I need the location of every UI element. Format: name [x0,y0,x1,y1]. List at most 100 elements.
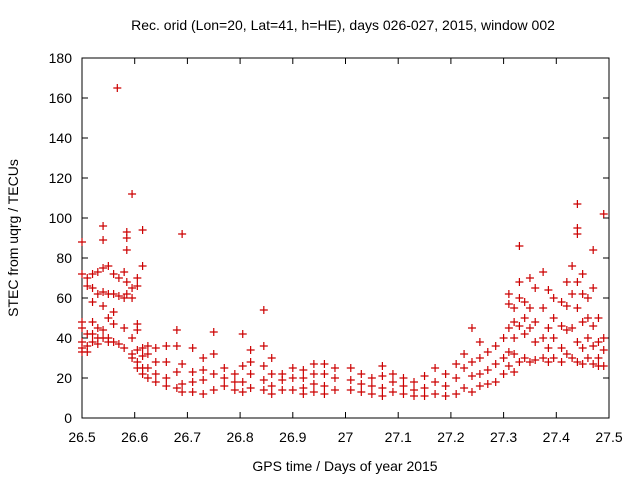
data-point [583,334,592,342]
data-point [452,374,461,382]
data-point [133,274,142,282]
data-point [378,372,387,380]
data-point [568,290,577,298]
data-point [104,314,113,322]
data-point [143,374,152,382]
data-point [525,274,534,282]
data-point [531,284,540,292]
data-point [138,352,147,360]
data-point [589,246,598,254]
data-point [288,374,297,382]
data-point [510,334,519,342]
data-point [467,388,476,396]
data-point [452,390,461,398]
data-point [188,368,197,376]
data-point [515,242,524,250]
data-point [346,376,355,384]
data-point [78,238,86,246]
data-point [320,370,329,378]
data-point [573,200,582,208]
data-point [199,366,208,374]
data-point [78,270,86,278]
data-point [299,390,308,398]
data-point [122,246,131,254]
x-tick-label: 27.4 [543,429,570,445]
data-point [467,372,476,380]
data-point [120,344,129,352]
data-point [238,378,247,386]
data-point [178,388,187,396]
data-point [178,360,187,368]
data-point [259,306,268,314]
data-point [583,314,592,322]
data-point [209,328,218,336]
data-point [320,360,329,368]
data-point [599,334,608,342]
data-point [299,366,308,374]
data-point [525,358,534,366]
data-point [209,370,218,378]
data-point [467,358,476,366]
data-point [278,376,287,384]
data-point [143,342,152,350]
data-point [499,354,508,362]
data-point [504,348,513,356]
data-point [515,278,524,286]
data-point [367,390,376,398]
data-point [151,370,160,378]
data-point [99,264,108,272]
data-point [357,370,366,378]
data-point [594,314,603,322]
data-point [238,388,247,396]
data-point [230,378,239,386]
data-point [589,342,598,350]
data-point [539,304,548,312]
data-point [246,370,255,378]
data-point [549,314,558,322]
x-tick-label: 27.2 [437,429,464,445]
data-point [388,370,397,378]
data-point [259,342,268,350]
chart-title: Rec. orid (Lon=20, Lat=41, h=HE), days 0… [131,17,555,33]
data-point [573,278,582,286]
data-point [220,382,229,390]
data-point [120,268,129,276]
data-point [452,360,461,368]
data-point [122,290,131,298]
data-point [99,222,108,230]
data-point [378,384,387,392]
data-point [88,330,97,338]
data-point [104,262,113,270]
data-point [209,350,218,358]
data-point [122,234,131,242]
y-tick-label: 160 [49,90,73,106]
data-point [299,374,308,382]
data-point [113,84,122,92]
data-point [114,274,123,282]
data-point [162,342,171,350]
data-point [346,364,355,372]
data-point [378,392,387,400]
data-point [109,338,118,346]
data-point [441,382,450,390]
data-point [573,358,582,366]
data-point [88,338,97,346]
data-point [267,354,276,362]
data-point [330,374,339,382]
data-point [114,292,123,300]
data-point [320,390,329,398]
data-point [357,388,366,396]
data-point [259,362,268,370]
data-point [120,324,129,332]
data-point [230,370,239,378]
data-point [83,274,92,282]
data-point [99,302,108,310]
data-point [109,308,118,316]
data-point [562,278,571,286]
data-point [544,324,553,332]
data-point [562,326,571,334]
data-point [188,378,197,386]
data-point [246,358,255,366]
data-point [199,390,208,398]
